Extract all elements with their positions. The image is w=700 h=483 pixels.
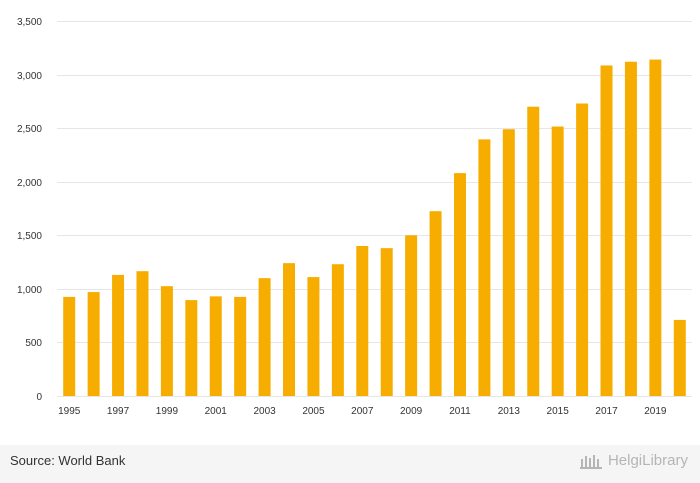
library-icon	[579, 454, 602, 469]
bar-2018	[624, 61, 637, 396]
bar-1996	[87, 292, 100, 396]
bar-1995	[63, 296, 76, 396]
chart-area: 0 500 1,000 1,500 2,000 2,500 3,000 3,500 1995 1…	[17, 17, 692, 417]
bar-2003	[258, 278, 271, 396]
bar-2017	[600, 65, 613, 396]
x-tick-label: 2015	[547, 406, 570, 417]
x-tick-label: 2003	[253, 406, 276, 417]
bar-2016	[576, 103, 589, 396]
bar-2019	[649, 59, 662, 396]
bar-2000	[185, 300, 198, 396]
y-tick-label: 1,000	[17, 285, 42, 296]
y-tick-label: 2,000	[17, 178, 42, 189]
bar-2006	[331, 264, 344, 396]
x-tick-label: 1995	[58, 406, 81, 417]
bar-2004	[283, 263, 296, 396]
y-tick-label: 500	[25, 338, 42, 349]
x-tick-label: 1997	[107, 406, 130, 417]
x-tick-label: 2017	[595, 406, 618, 417]
y-tick-label: 2,500	[17, 124, 42, 135]
bar-2011	[453, 173, 466, 396]
bar-2005	[307, 277, 320, 396]
bar-2002	[234, 296, 247, 396]
y-tick-label: 3,000	[17, 71, 42, 82]
x-tick-label: 2011	[449, 406, 471, 417]
y-tick-label: 1,500	[17, 231, 42, 242]
bar-2012	[478, 139, 491, 396]
y-axis-labels: 0 500 1,000 1,500 2,000 2,500 3,000 3,500	[17, 17, 42, 403]
x-tick-label: 2009	[400, 406, 423, 417]
gridlines	[57, 21, 692, 397]
bar-2013	[502, 129, 515, 396]
brand-logo: HelgiLibrary	[579, 452, 688, 469]
x-tick-label: 2013	[498, 406, 521, 417]
y-tick-label: 0	[36, 392, 42, 403]
bar-2007	[356, 246, 369, 396]
x-tick-label: 1999	[156, 406, 179, 417]
bar-1999	[160, 286, 173, 396]
bar-2015	[551, 126, 564, 397]
bar-2010	[429, 211, 442, 396]
x-axis-labels: 1995 1997 1999 2001 2003 2005 2007 2009 2011 2013…	[58, 406, 667, 417]
x-tick-label: 2019	[644, 406, 667, 417]
x-tick-label: 2001	[205, 406, 228, 417]
bar-2001	[209, 296, 222, 396]
y-tick-label: 3,500	[17, 17, 42, 28]
source-label: Source: World Bank	[10, 453, 126, 468]
bar-1997	[112, 274, 125, 396]
bar-2014	[527, 106, 540, 396]
brand-name: HelgiLibrary	[607, 452, 688, 469]
bar-2009	[405, 235, 418, 396]
bar-1998	[136, 271, 149, 396]
x-tick-label: 2007	[351, 406, 374, 417]
bar-2008	[380, 248, 393, 396]
x-tick-label: 2005	[302, 406, 325, 417]
bar-2020	[673, 319, 686, 396]
bars	[63, 59, 686, 397]
chart-footer: Source: World Bank HelgiLibrary	[0, 445, 700, 483]
